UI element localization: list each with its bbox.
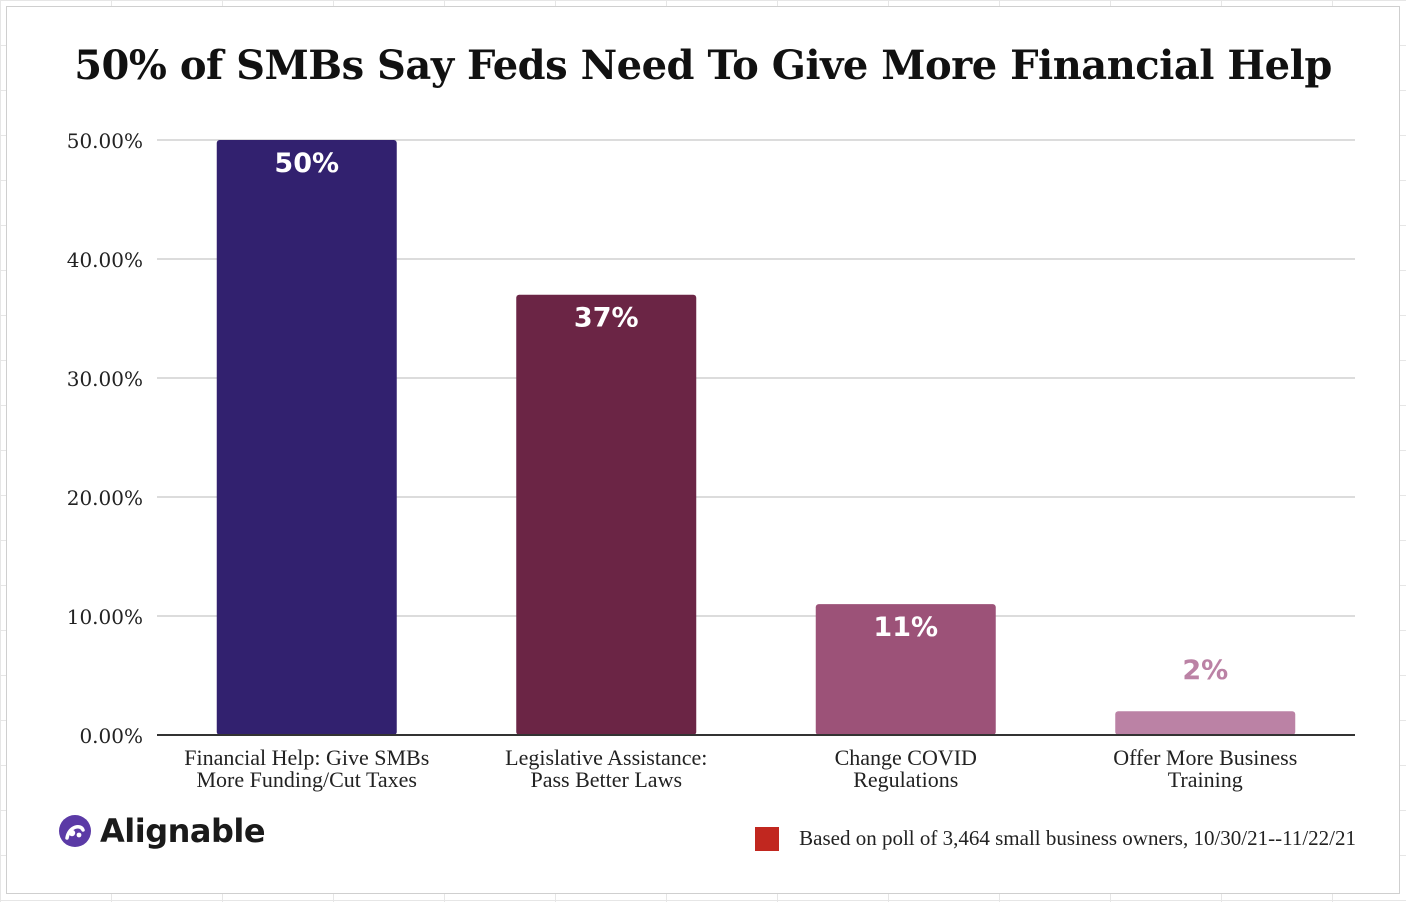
y-tick-label: 50.00% bbox=[67, 129, 143, 153]
bar bbox=[516, 294, 697, 735]
y-tick-label: 30.00% bbox=[67, 367, 143, 391]
x-category-label: Legislative Assistance: bbox=[505, 745, 707, 770]
bar bbox=[216, 140, 397, 735]
alignable-logo-icon bbox=[59, 815, 91, 847]
data-label: 50% bbox=[274, 148, 339, 179]
y-tick-label: 10.00% bbox=[67, 605, 143, 629]
x-category-label: Pass Better Laws bbox=[530, 767, 682, 792]
y-tick-label: 20.00% bbox=[67, 486, 143, 510]
y-tick-label: 40.00% bbox=[67, 248, 143, 272]
chart-title: 50% of SMBs Say Feds Need To Give More F… bbox=[74, 42, 1332, 89]
footnote: Based on poll of 3,464 small business ow… bbox=[755, 826, 1356, 851]
bar bbox=[1115, 711, 1296, 735]
logo-text: Alignable bbox=[100, 812, 266, 850]
bar bbox=[815, 604, 996, 735]
footnote-text: Based on poll of 3,464 small business ow… bbox=[799, 826, 1356, 850]
x-category-label: Regulations bbox=[853, 767, 958, 792]
alignable-logo: Alignable bbox=[58, 812, 266, 850]
y-tick-label: 0.00% bbox=[79, 724, 143, 748]
data-label: 11% bbox=[873, 612, 938, 643]
data-label: 37% bbox=[574, 303, 639, 334]
x-category-label: Financial Help: Give SMBs bbox=[184, 745, 429, 770]
x-category-label: Training bbox=[1168, 767, 1243, 792]
x-category-label: More Funding/Cut Taxes bbox=[197, 767, 418, 792]
data-label: 2% bbox=[1182, 655, 1228, 686]
legend-swatch bbox=[755, 826, 780, 851]
x-category-label: Change COVID bbox=[835, 745, 977, 770]
x-category-label: Offer More Business bbox=[1113, 745, 1297, 770]
